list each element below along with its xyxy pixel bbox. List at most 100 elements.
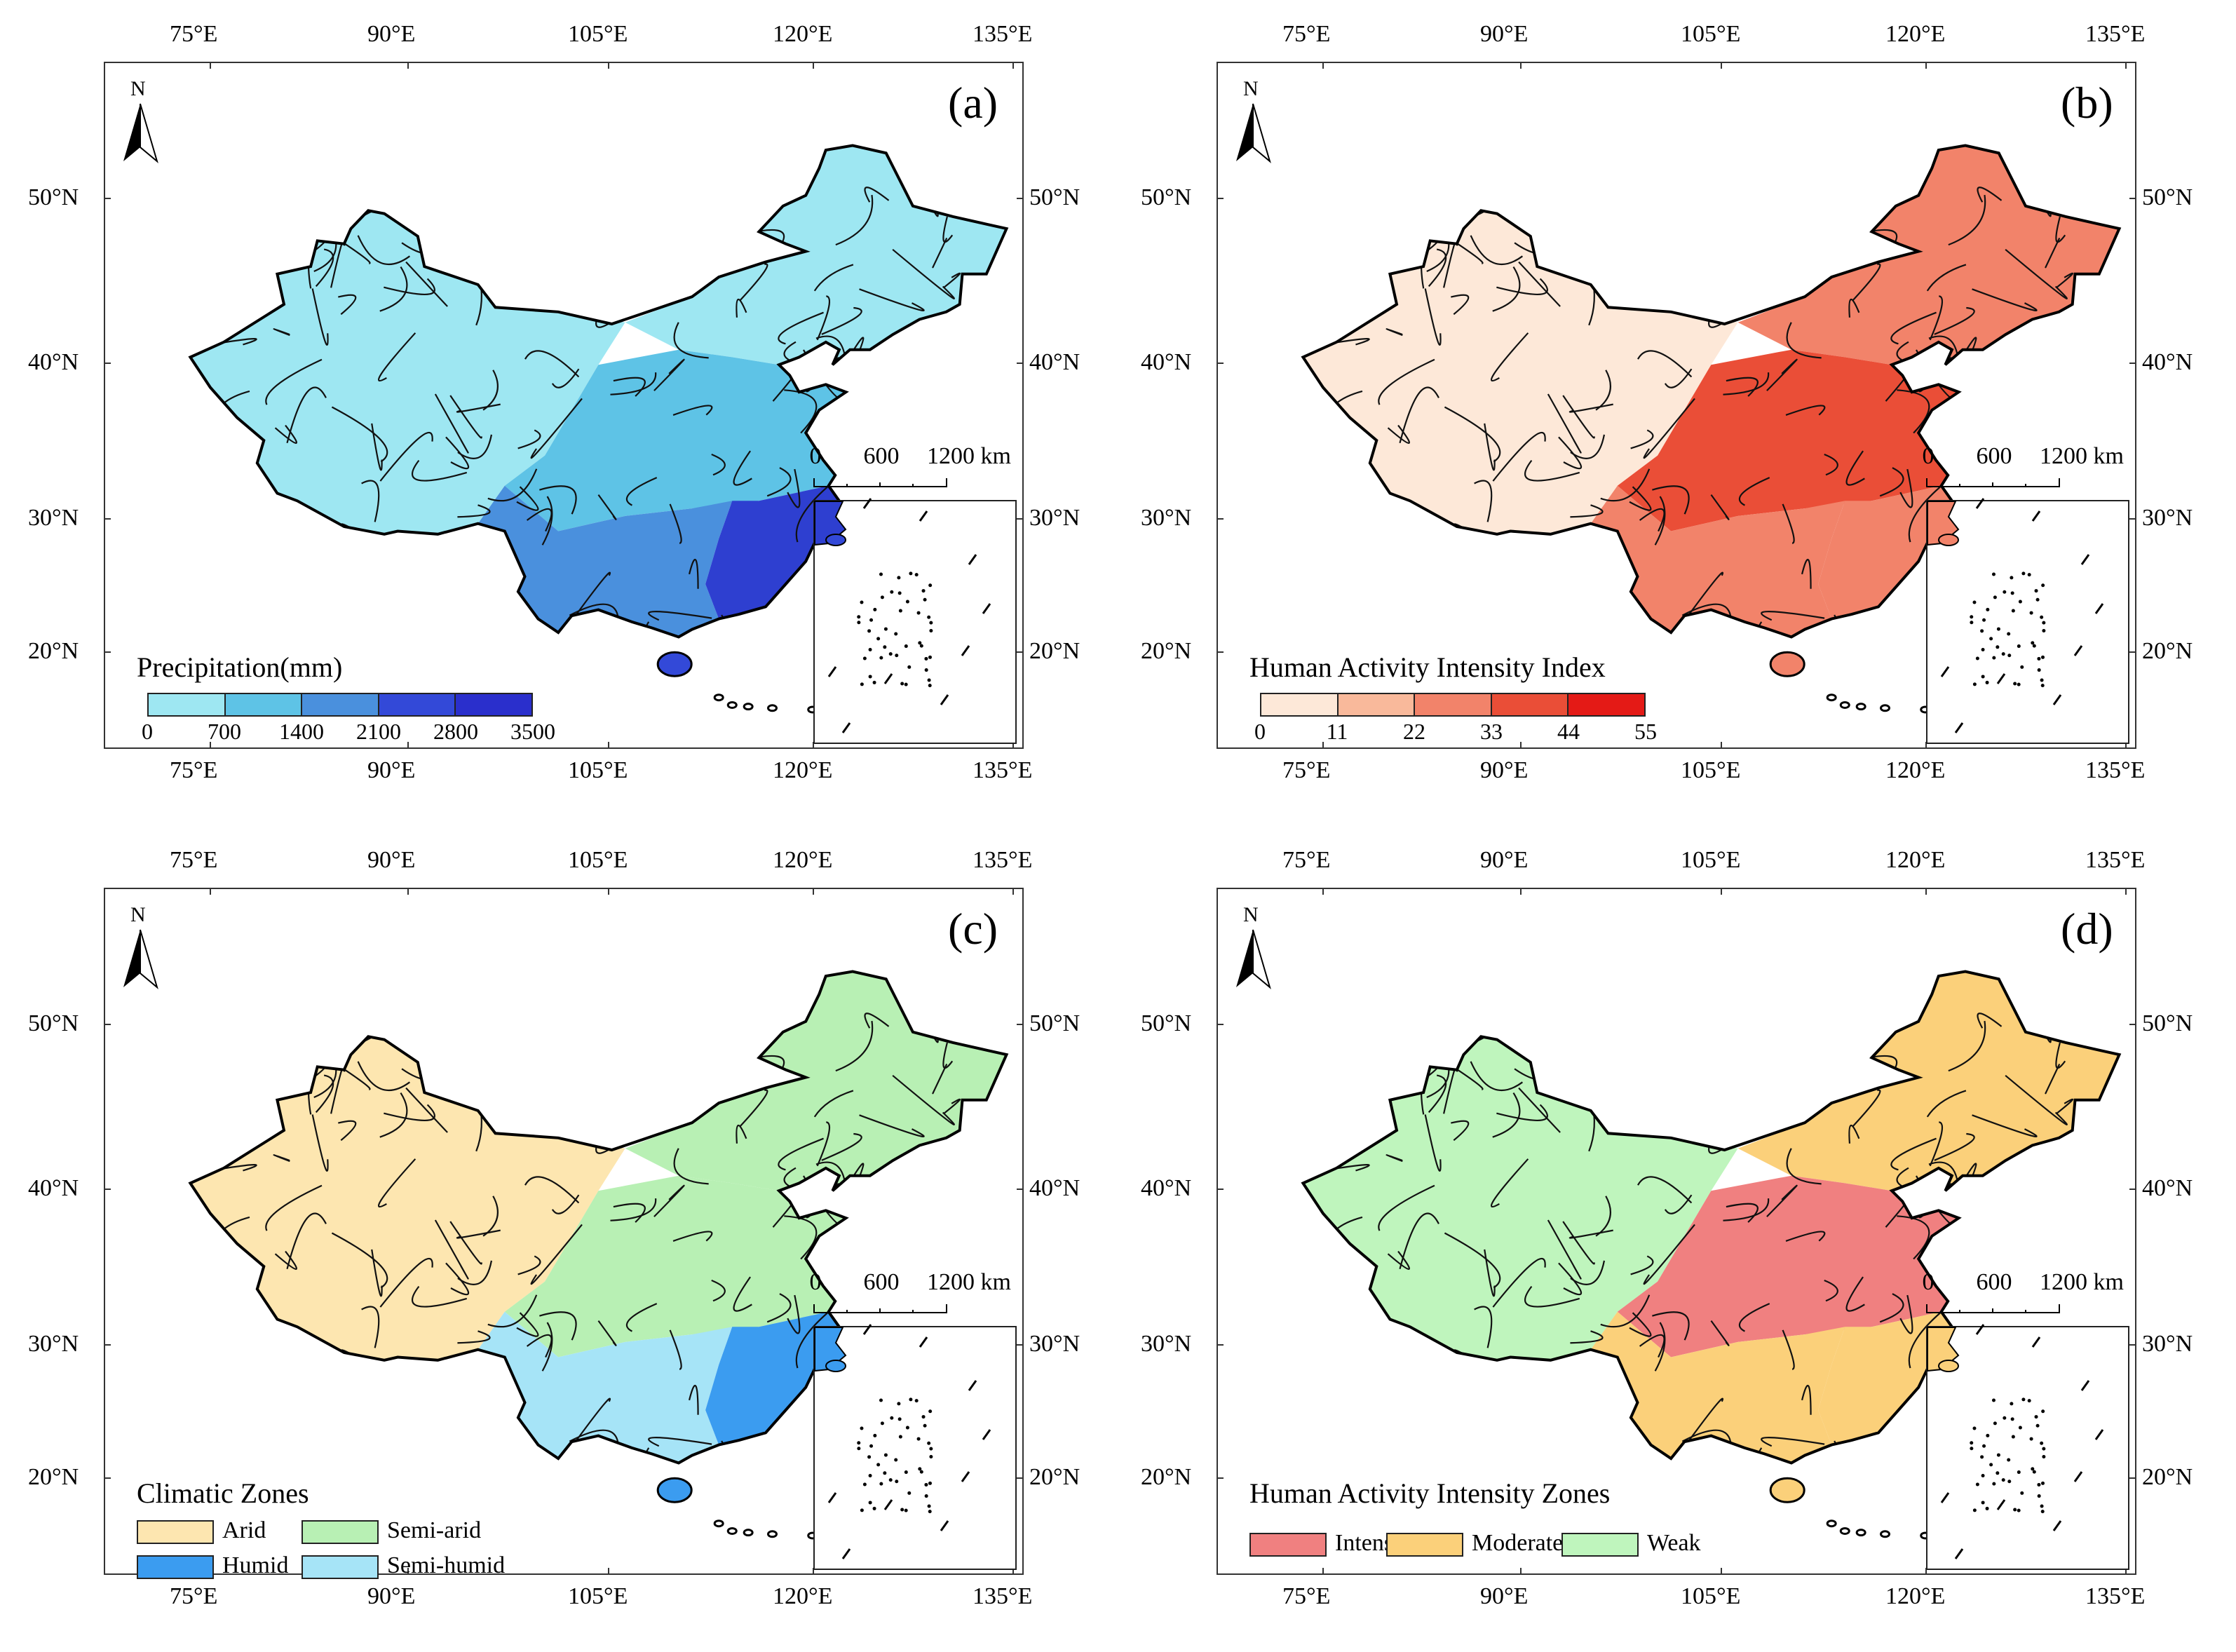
basin-boundary — [449, 1221, 482, 1265]
basin-boundary — [1518, 1087, 1561, 1133]
basin-boundary — [371, 1249, 383, 1297]
region-ne — [1737, 971, 2120, 1191]
basin-boundary — [1776, 241, 1796, 283]
basin-boundary — [1719, 1128, 1766, 1137]
lon-tick-bottom: 120°E — [773, 757, 833, 783]
basin-boundary — [209, 474, 278, 522]
lon-tick-top: 135°E — [973, 21, 1033, 47]
lon-tick-bottom: 75°E — [170, 1583, 218, 1609]
basin-boundary — [311, 1114, 329, 1172]
lat-tick-right: 40°N — [1029, 1175, 1080, 1201]
basin-boundary — [1786, 1148, 1822, 1185]
colorbar-tick-label: 0 — [1254, 719, 1266, 744]
region-se — [1818, 485, 1952, 619]
island-mark — [1880, 704, 1890, 712]
basin-boundary — [736, 298, 747, 318]
basin-boundary — [1451, 602, 1473, 637]
basin-boundary — [265, 358, 323, 405]
basin-boundary — [597, 1320, 617, 1346]
basin-boundary — [1329, 1164, 1370, 1172]
basin-boundary — [1785, 405, 1826, 416]
north-arrow-icon — [123, 929, 158, 989]
colorbar-tick-label: 22 — [1403, 719, 1425, 744]
basin-boundary — [434, 393, 469, 454]
basin-boundary — [661, 183, 689, 219]
colorbar-tick-label: 2800 — [433, 719, 478, 744]
basin-boundary — [516, 1312, 539, 1337]
basin-boundary — [398, 580, 454, 607]
map-panel-a: 75°E 75°E 90°E 90°E 105°E 105°E 120°E 120°E 135°… — [0, 0, 1113, 826]
basin-boundary — [1492, 1258, 1546, 1308]
china-map — [1301, 970, 2122, 1540]
scale-label: 1200 km — [927, 443, 1011, 469]
island-mark — [767, 1530, 778, 1538]
scale-bar — [813, 478, 947, 487]
basin-boundary — [1511, 1406, 1566, 1433]
lon-tick-bottom: 105°E — [568, 757, 628, 783]
basin-boundary — [1490, 1158, 1529, 1208]
basin-boundary — [371, 423, 383, 471]
basin-boundary — [379, 266, 408, 312]
island-mark — [767, 704, 778, 712]
region-se — [1818, 1311, 1952, 1445]
basin-boundary — [2055, 1042, 2066, 1069]
basin-boundary — [1568, 403, 1613, 413]
basin-boundary — [1848, 298, 1860, 318]
basin-boundary — [576, 1397, 611, 1441]
basin-boundary — [865, 1176, 874, 1200]
basin-boundary — [539, 1311, 577, 1341]
basin-boundary — [338, 294, 357, 316]
basin-boundary — [226, 212, 255, 239]
lat-tick-right: 20°N — [2142, 638, 2193, 664]
lon-tick-top: 75°E — [170, 21, 218, 47]
basin-boundary — [361, 1306, 380, 1348]
basin-boundary — [1643, 1224, 1695, 1285]
basin-boundary — [766, 1293, 792, 1323]
basin-boundary — [1399, 386, 1439, 444]
basin-boundary — [733, 450, 752, 486]
lat-tick-right: 30°N — [2142, 1331, 2193, 1357]
basin-boundary — [541, 1322, 553, 1372]
basin-boundary — [1492, 266, 1521, 312]
china-outline — [188, 144, 1009, 639]
map-panel-c: 75°E 75°E 90°E 90°E 105°E 105°E 120°E 120°E 135°… — [0, 826, 1113, 1652]
basin-boundary — [1321, 1056, 1348, 1111]
basin-boundary — [487, 468, 538, 502]
colorbar-segment — [1338, 694, 1416, 715]
basin-boundary — [1355, 180, 1409, 226]
basin-boundary — [1726, 377, 1759, 397]
basin-boundary — [1688, 1397, 1723, 1441]
basin-boundary — [485, 1066, 534, 1101]
basin-boundary — [1399, 1212, 1439, 1270]
basin-boundary — [214, 1083, 236, 1102]
hainan-island — [656, 651, 693, 677]
basin-boundary — [1444, 1232, 1501, 1289]
basin-boundary — [1784, 168, 1822, 208]
china-map — [1301, 144, 2122, 714]
basin-boundary — [739, 1089, 768, 1128]
lat-tick-right: 20°N — [2142, 1464, 2193, 1490]
basin-boundary — [979, 1099, 1007, 1154]
basin-boundary — [2051, 1218, 2063, 1230]
basin-boundary — [274, 1250, 297, 1271]
colorbar-segment — [1415, 694, 1492, 715]
basin-boundary — [1378, 1184, 1435, 1231]
lat-tick-right: 50°N — [2142, 1010, 2193, 1036]
basin-boundary — [1595, 370, 1611, 411]
basin-boundary — [355, 174, 366, 191]
lon-tick-bottom: 120°E — [1885, 1583, 1946, 1609]
lat-tick-right: 30°N — [1029, 505, 1080, 531]
basin-boundary — [784, 389, 818, 434]
basin-boundary — [1710, 494, 1730, 520]
basin-boundary — [1524, 1285, 1580, 1308]
basin-boundary — [1890, 311, 1937, 345]
basin-boundary — [470, 1404, 487, 1418]
legend-title: Human Activity Intensity Index — [1249, 651, 1606, 683]
basin-boundary — [2045, 237, 2061, 269]
legend-label: Arid — [222, 1517, 266, 1543]
scale-label: 0 — [1922, 443, 1935, 469]
basin-boundary — [1782, 503, 1795, 544]
scale-bar — [1926, 478, 2060, 487]
basin-boundary — [1598, 240, 1647, 275]
basin-boundary — [1845, 450, 1865, 486]
